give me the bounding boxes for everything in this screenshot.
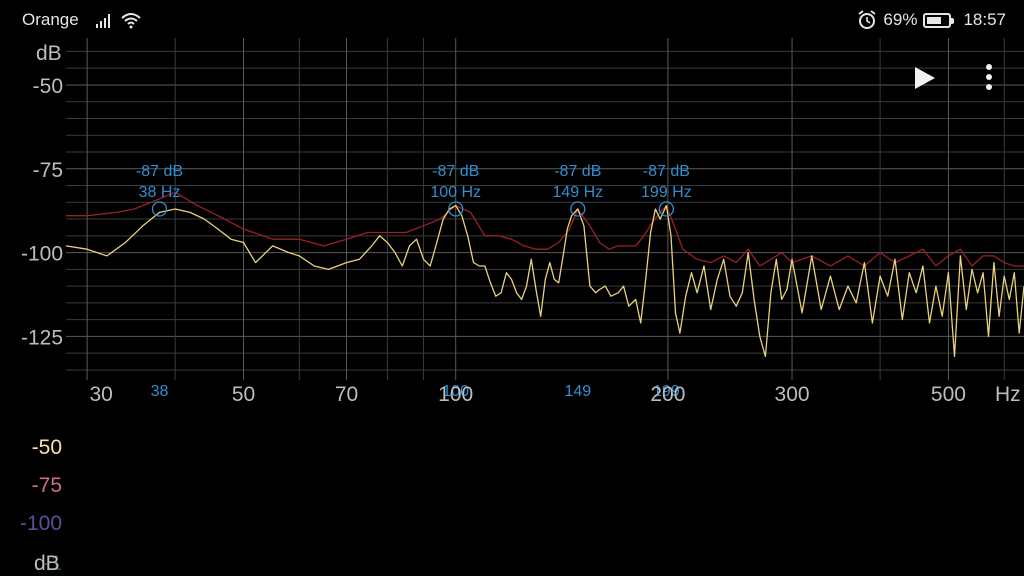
y-tick-label: -100	[21, 243, 63, 266]
signal-wifi-group	[96, 13, 141, 29]
x-tick-label: 50	[232, 383, 255, 406]
peak-marker-circle[interactable]	[151, 201, 168, 217]
x-tick-label: 70	[335, 383, 358, 406]
peak-db-label: -87 dB	[136, 163, 183, 180]
y-axis-unit-label: dB	[36, 42, 62, 65]
peak-axis-label: 199	[653, 383, 680, 400]
battery-icon	[923, 12, 955, 28]
x-tick-label: 200	[650, 383, 685, 406]
peak-hz-label: 100 Hz	[430, 184, 481, 201]
x-axis-unit-label: Hz	[995, 383, 1021, 406]
spectrum-current-trace	[65, 204, 1024, 358]
color-legend-unit: dB	[34, 552, 60, 575]
signal-icon	[96, 14, 110, 28]
color-legend-label: -50	[32, 436, 62, 459]
clock: 18:57	[963, 10, 1006, 29]
battery-fill	[927, 16, 942, 24]
peak-db-label: -87 dB	[554, 163, 601, 180]
x-tick-label: 500	[931, 383, 966, 406]
peak-axis-label: 100	[442, 383, 469, 400]
color-legend-label: -75	[32, 474, 62, 497]
more-options-button[interactable]	[972, 60, 1006, 96]
y-tick-label: -125	[21, 326, 63, 349]
y-tick-label: -75	[33, 159, 63, 182]
peak-db-label: -87 dB	[432, 163, 479, 180]
alarm-icon	[858, 10, 876, 29]
wifi-icon	[121, 13, 141, 29]
peak-axis-label: 38	[151, 383, 169, 400]
x-tick-label: 30	[89, 383, 112, 406]
status-bar: Orange 69% 18:57	[0, 0, 1024, 38]
play-button[interactable]	[906, 60, 942, 96]
carrier-name: Orange	[22, 10, 79, 29]
x-tick-label: 100	[438, 383, 473, 406]
play-icon	[915, 67, 935, 89]
peak-hz-label: 38 Hz	[139, 184, 181, 201]
status-right: 69% 18:57	[857, 9, 1006, 31]
peak-hz-label: 199 Hz	[641, 184, 692, 201]
x-tick-label: 300	[775, 383, 810, 406]
more-vert-icon	[986, 64, 992, 90]
color-legend-label: -1	[43, 552, 62, 575]
peak-marker-circle[interactable]	[570, 201, 586, 217]
peak-axis-label: 149	[564, 383, 591, 400]
peak-db-label: -87 dB	[643, 163, 690, 180]
peak-marker-circle[interactable]	[448, 201, 464, 217]
peak-hz-label: 149 Hz	[552, 184, 603, 201]
y-tick-label: -50	[33, 75, 63, 98]
color-legend-label: -100	[20, 512, 62, 535]
battery-percent: 69%	[883, 10, 918, 29]
peak-marker-circle[interactable]	[658, 201, 675, 217]
